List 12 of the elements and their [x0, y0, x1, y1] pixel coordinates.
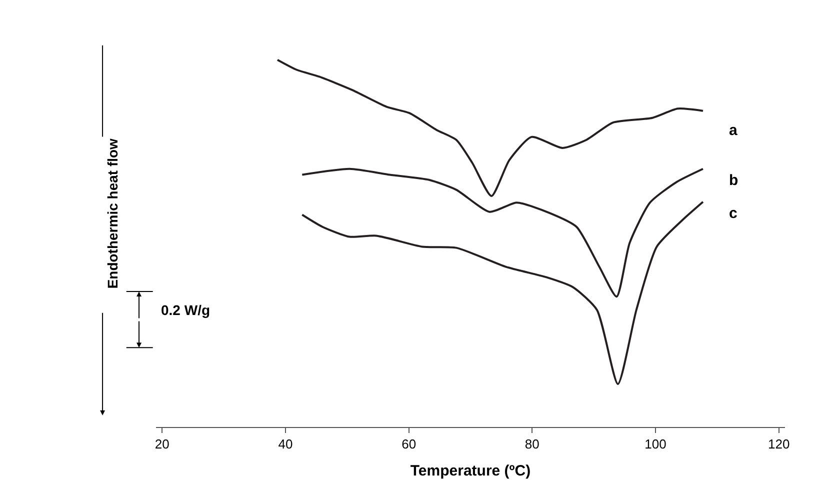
x-tick-label: 120 [768, 436, 790, 452]
x-tick-label: 60 [402, 436, 416, 452]
series-label: b [729, 172, 738, 189]
x-tick-label: 40 [278, 436, 293, 452]
x-tick-label: 100 [644, 436, 666, 452]
x-tick-label: 80 [524, 436, 540, 452]
annotation: 0.2 W/g [161, 302, 210, 318]
x-tick-label: 20 [154, 436, 170, 452]
series-label: c [729, 205, 738, 222]
x-axis-title: Temperature (ºC) [410, 462, 531, 480]
series-label: a [729, 122, 738, 139]
y-axis-title: Endothermic heat flow [104, 138, 120, 289]
